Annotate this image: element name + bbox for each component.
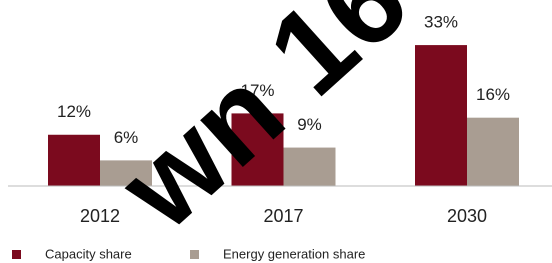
bar bbox=[415, 45, 467, 186]
value-label: 12% bbox=[57, 102, 91, 121]
bar bbox=[467, 118, 519, 186]
legend-swatch bbox=[190, 250, 199, 259]
value-label: 16% bbox=[476, 85, 510, 104]
legend-swatch bbox=[12, 250, 21, 259]
x-tick-label: 2012 bbox=[80, 206, 120, 226]
x-tick-label: 2017 bbox=[263, 206, 303, 226]
chart: 12%6%201217%9%201733%16%2030Capacity sha… bbox=[0, 0, 552, 263]
legend-label: Capacity share bbox=[45, 246, 132, 261]
legend-label: Energy generation share bbox=[223, 246, 365, 261]
bar bbox=[48, 135, 100, 186]
x-tick-label: 2030 bbox=[447, 206, 487, 226]
